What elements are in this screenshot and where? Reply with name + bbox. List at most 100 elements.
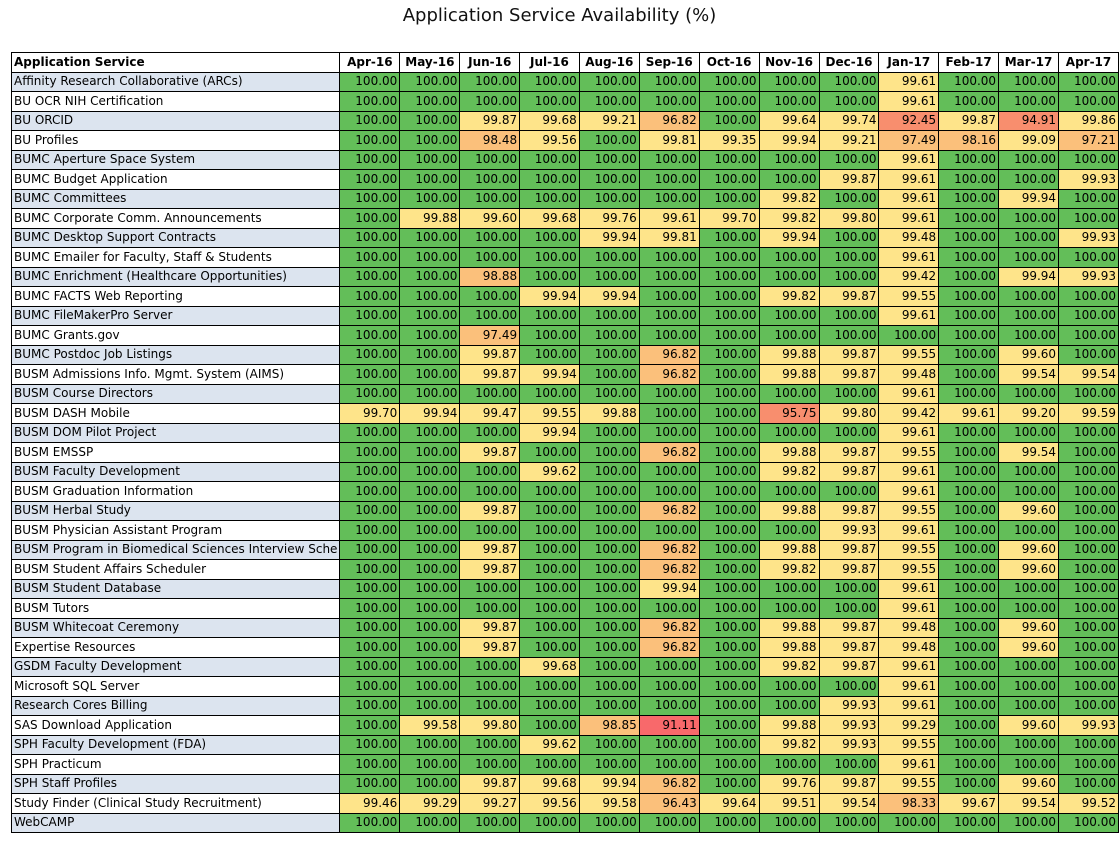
service-name: BUSM Physician Assistant Program xyxy=(10,520,341,541)
availability-cell: 99.61 xyxy=(878,481,940,502)
availability-cell: 100.00 xyxy=(818,481,880,502)
availability-cell: 99.87 xyxy=(818,442,880,463)
availability-cell: 100.00 xyxy=(1058,812,1119,833)
availability-cell: 100.00 xyxy=(459,247,521,268)
availability-cell: 100.00 xyxy=(339,91,401,112)
service-name: BUSM Tutors xyxy=(10,598,341,619)
availability-cell: 99.61 xyxy=(878,71,940,92)
availability-cell: 99.54 xyxy=(998,793,1060,814)
availability-cell: 99.54 xyxy=(818,793,880,814)
availability-cell: 100.00 xyxy=(698,305,760,326)
service-name: BUMC Committees xyxy=(10,188,341,209)
service-name: WebCAMP xyxy=(10,812,341,833)
table-row: BUSM Program in Biomedical Sciences Inte… xyxy=(10,539,1119,560)
availability-cell: 99.48 xyxy=(878,617,940,638)
availability-cell: 100.00 xyxy=(519,481,580,502)
availability-cell: 99.61 xyxy=(878,247,940,268)
availability-cell: 100.00 xyxy=(519,266,580,287)
availability-cell: 99.64 xyxy=(758,110,820,131)
availability-cell: 100.00 xyxy=(339,169,401,190)
availability-cell: 100.00 xyxy=(698,325,760,346)
availability-cell: 100.00 xyxy=(339,422,401,443)
availability-cell: 99.51 xyxy=(758,793,820,814)
table-row: BUMC Postdoc Job Listings 100.00 100.00 99.… xyxy=(10,344,1119,365)
availability-cell: 96.43 xyxy=(638,793,700,814)
availability-cell: 100.00 xyxy=(399,539,461,560)
availability-cell: 100.00 xyxy=(938,227,1000,248)
availability-cell: 99.87 xyxy=(938,110,1000,131)
availability-cell: 99.88 xyxy=(758,442,820,463)
table-row: SPH Practicum 100.00 100.00 100.00 100.00 100… xyxy=(10,754,1119,775)
table-row: BUSM DOM Pilot Project 100.00 100.00 100.00… xyxy=(10,422,1119,443)
table-row: BUMC Budget Application 100.00 100.00 100.0… xyxy=(10,169,1119,190)
availability-cell: 100.00 xyxy=(938,656,1000,677)
availability-cell: 99.48 xyxy=(878,364,940,385)
availability-cell: 100.00 xyxy=(938,481,1000,502)
availability-cell: 100.00 xyxy=(399,500,461,521)
availability-cell: 100.00 xyxy=(698,520,760,541)
availability-cell: 99.61 xyxy=(878,695,940,716)
availability-cell: 100.00 xyxy=(339,247,401,268)
availability-cell: 100.00 xyxy=(818,383,880,404)
availability-cell: 100.00 xyxy=(339,578,401,599)
table-row: BUMC Aperture Space System 100.00 100.00 10… xyxy=(10,149,1119,170)
availability-cell: 100.00 xyxy=(459,578,521,599)
availability-cell: 99.61 xyxy=(878,520,940,541)
availability-cell: 100.00 xyxy=(399,422,461,443)
availability-cell: 100.00 xyxy=(938,715,1000,736)
availability-cell: 99.94 xyxy=(998,188,1060,209)
table-row: SPH Faculty Development (FDA) 100.00 100.0… xyxy=(10,734,1119,755)
availability-cell: 100.00 xyxy=(459,305,521,326)
table-row: BUSM Faculty Development 100.00 100.00 100.… xyxy=(10,461,1119,482)
availability-cell: 100.00 xyxy=(339,149,401,170)
service-name: BUSM Herbal Study xyxy=(10,500,341,521)
availability-cell: 99.88 xyxy=(758,364,820,385)
availability-cell: 99.61 xyxy=(938,403,1000,424)
availability-cell: 99.61 xyxy=(878,169,940,190)
availability-cell: 100.00 xyxy=(578,520,640,541)
availability-cell: 99.55 xyxy=(878,539,940,560)
availability-cell: 100.00 xyxy=(399,130,461,151)
availability-cell: 99.94 xyxy=(399,403,461,424)
availability-cell: 100.00 xyxy=(938,364,1000,385)
availability-cell: 92.45 xyxy=(878,110,940,131)
availability-cell: 96.82 xyxy=(638,617,700,638)
availability-cell: 100.00 xyxy=(818,149,880,170)
availability-cell: 100.00 xyxy=(578,305,640,326)
availability-cell: 99.88 xyxy=(758,500,820,521)
availability-cell: 99.80 xyxy=(818,208,880,229)
availability-cell: 100.00 xyxy=(638,520,700,541)
availability-cell: 100.00 xyxy=(339,208,401,229)
availability-cell: 100.00 xyxy=(698,754,760,775)
availability-cell: 100.00 xyxy=(578,676,640,697)
availability-cell: 100.00 xyxy=(339,266,401,287)
availability-cell: 100.00 xyxy=(1058,695,1119,716)
availability-cell: 100.00 xyxy=(698,539,760,560)
availability-cell: 100.00 xyxy=(459,754,521,775)
table-row: GSDM Faculty Development 100.00 100.00 100.… xyxy=(10,656,1119,677)
availability-cell: 100.00 xyxy=(578,617,640,638)
availability-cell: 100.00 xyxy=(399,656,461,677)
availability-cell: 99.61 xyxy=(878,578,940,599)
service-name: BU ORCID xyxy=(10,110,341,131)
availability-cell: 96.82 xyxy=(638,500,700,521)
availability-cell: 100.00 xyxy=(339,734,401,755)
availability-cell: 100.00 xyxy=(399,383,461,404)
table-row: BUMC Enrichment (Healthcare Opportunitie… xyxy=(10,266,1119,287)
availability-cell: 100.00 xyxy=(938,305,1000,326)
availability-cell: 99.87 xyxy=(818,656,880,677)
availability-cell: 100.00 xyxy=(698,578,760,599)
availability-cell: 100.00 xyxy=(1058,208,1119,229)
availability-cell: 100.00 xyxy=(1058,383,1119,404)
availability-cell: 99.87 xyxy=(818,169,880,190)
availability-cell: 100.00 xyxy=(818,422,880,443)
availability-cell: 99.68 xyxy=(519,110,580,131)
availability-cell: 100.00 xyxy=(1058,344,1119,365)
availability-cell: 100.00 xyxy=(519,676,580,697)
availability-cell: 100.00 xyxy=(638,598,700,619)
table-row: BU ORCID 100.00 100.00 99.87 99.68 99.21 96.82… xyxy=(10,110,1119,131)
availability-cell: 100.00 xyxy=(519,559,580,580)
column-header-aug-16: Aug-16 xyxy=(578,52,640,73)
availability-cell: 99.60 xyxy=(998,715,1060,736)
availability-cell: 99.21 xyxy=(578,110,640,131)
